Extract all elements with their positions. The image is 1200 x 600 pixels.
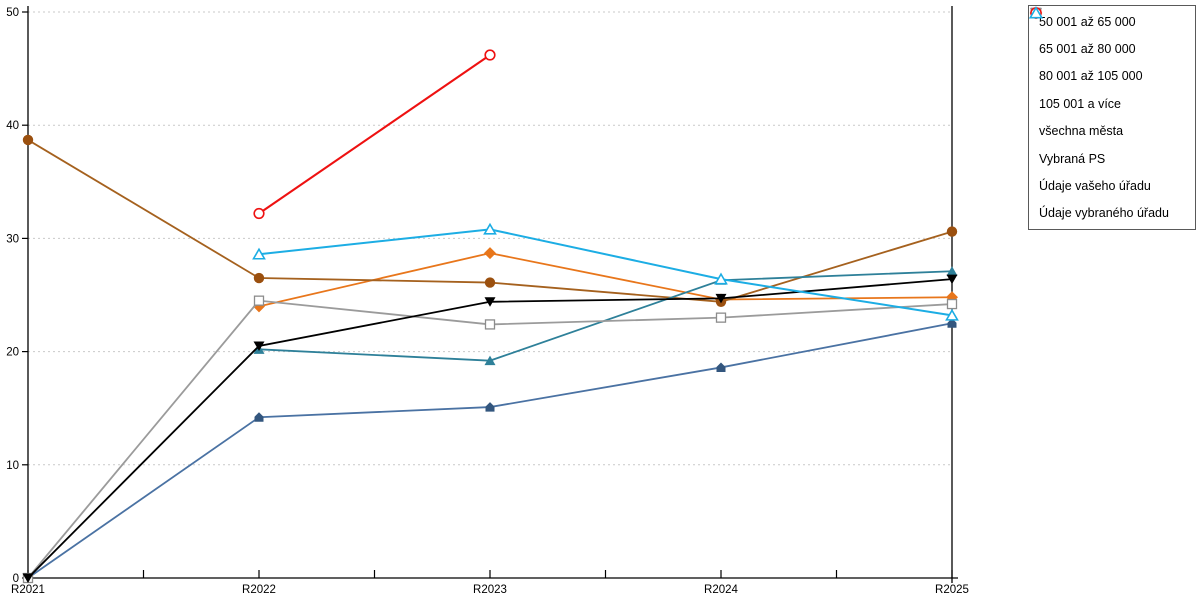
legend-item-label: Údaje vašeho úřadu [1039, 178, 1151, 193]
legend-item: 105 001 a více [1031, 7, 1195, 111]
series-marker [946, 298, 958, 310]
y-tick-label: 50 [6, 7, 19, 19]
x-tick-label: R2024 [704, 584, 738, 596]
series-marker [252, 247, 266, 260]
series-8 [252, 222, 959, 321]
series-line [258, 228, 953, 317]
legend-item-label: 65 001 až 80 000 [1039, 42, 1136, 57]
legend-item-label: 105 001 a více [1039, 96, 1122, 111]
series-marker [254, 412, 264, 422]
series-marker [946, 226, 958, 237]
series-marker [715, 312, 727, 323]
legend-item: 50 001 až 65 000 [1029, 6, 1195, 29]
legend-item: 65 001 až 80 000 [1030, 7, 1195, 57]
triangle-open-legend-icon [1029, 6, 1043, 19]
series-marker [484, 355, 496, 366]
series-line [258, 54, 491, 215]
series-marker [715, 293, 727, 304]
series-marker [945, 308, 959, 321]
y-tick-label: 20 [6, 347, 19, 359]
series-marker [253, 295, 265, 306]
y-tick-label: 30 [6, 233, 19, 245]
series-marker [716, 362, 726, 372]
series-marker [253, 207, 265, 220]
legend-item: všechna města [1030, 8, 1195, 139]
x-tick-label: R2023 [473, 584, 507, 596]
series-marker [484, 247, 496, 260]
y-tick-label: 10 [6, 460, 19, 472]
series-marker [484, 277, 496, 288]
series-marker [714, 272, 728, 285]
legend-item-label: 80 001 až 105 000 [1039, 69, 1143, 84]
legend-item-label: všechna města [1039, 124, 1124, 139]
series-marker [483, 222, 497, 235]
series-marker [1029, 6, 1043, 19]
series-2 [22, 134, 958, 307]
series-3 [253, 266, 958, 366]
series-7 [253, 49, 496, 220]
series-marker [484, 297, 496, 307]
legend-item: Údaje vybraného úřadu [1029, 6, 1195, 221]
series-marker [253, 341, 265, 351]
legend-item: Údaje vašeho úřadu [1030, 7, 1195, 193]
series-marker [484, 319, 496, 330]
legend: 50 001 až 65 000 65 001 až 80 000 80 001 a… [1028, 5, 1196, 230]
legend-item-label: 50 001 až 65 000 [1039, 14, 1136, 29]
legend-item: Vybraná PS [1030, 7, 1195, 166]
series-line [258, 270, 953, 362]
series-marker [22, 573, 34, 583]
legend-item: 80 001 až 105 000 [1030, 7, 1195, 84]
series-marker [484, 49, 496, 61]
series-marker [22, 134, 34, 146]
y-tick-label: 40 [6, 120, 19, 132]
series-marker [485, 402, 495, 412]
series-marker [253, 272, 265, 284]
series-marker [946, 274, 958, 285]
x-tick-label: R2025 [935, 584, 969, 596]
legend-item-label: Údaje vybraného úřadu [1039, 206, 1169, 221]
series-6 [22, 295, 958, 584]
y-tick-label: 0 [13, 573, 19, 585]
series-marker [946, 266, 958, 276]
legend-item-label: Vybraná PS [1039, 151, 1106, 166]
x-tick-label: R2022 [242, 584, 276, 596]
x-tick-label: R2021 [11, 584, 45, 596]
